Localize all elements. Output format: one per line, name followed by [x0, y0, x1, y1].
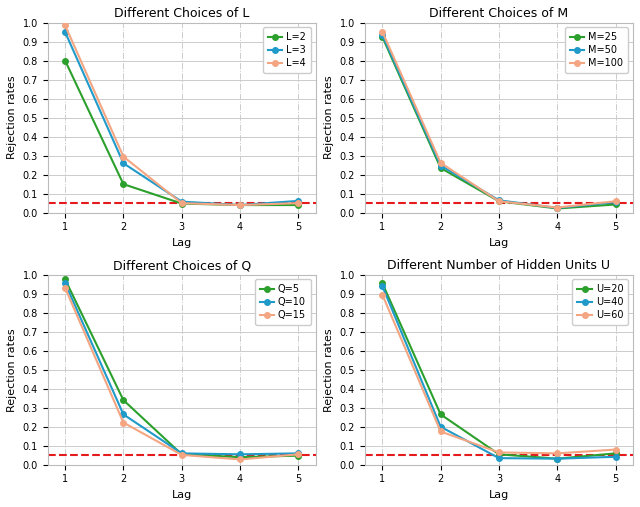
Line: L=3: L=3	[62, 29, 301, 208]
Y-axis label: Rejection rates: Rejection rates	[7, 328, 17, 412]
Q=5	[120, 397, 127, 403]
U=20	[612, 450, 620, 456]
M=50	[436, 162, 444, 168]
L=4	[61, 22, 69, 28]
Q=10	[294, 450, 302, 456]
U=20	[495, 451, 503, 457]
Title: Different Choices of Q: Different Choices of Q	[113, 259, 251, 272]
Title: Different Choices of L: Different Choices of L	[114, 7, 250, 20]
L=2	[178, 200, 186, 206]
Q=5	[236, 454, 244, 460]
U=40	[495, 455, 503, 461]
M=100	[554, 204, 561, 210]
U=40	[436, 424, 444, 430]
Line: M=25: M=25	[380, 34, 618, 211]
M=25	[495, 198, 503, 204]
M=100	[378, 28, 386, 34]
Y-axis label: Rejection rates: Rejection rates	[324, 328, 334, 412]
Q=15	[236, 456, 244, 462]
X-axis label: Lag: Lag	[489, 490, 509, 500]
M=25	[612, 201, 620, 207]
Y-axis label: Rejection rates: Rejection rates	[324, 76, 334, 159]
M=50	[378, 32, 386, 38]
U=60	[554, 450, 561, 456]
Q=10	[120, 411, 127, 417]
M=25	[378, 34, 386, 40]
Legend: U=20, U=40, U=60: U=20, U=40, U=60	[572, 279, 628, 325]
Line: L=4: L=4	[62, 23, 301, 208]
L=3	[61, 29, 69, 35]
Legend: Q=5, Q=10, Q=15: Q=5, Q=10, Q=15	[255, 279, 311, 325]
X-axis label: Lag: Lag	[489, 238, 509, 248]
Title: Different Number of Hidden Units U: Different Number of Hidden Units U	[387, 259, 611, 272]
U=40	[612, 454, 620, 460]
Y-axis label: Rejection rates: Rejection rates	[7, 76, 17, 159]
Q=10	[178, 450, 186, 456]
M=100	[436, 160, 444, 166]
U=60	[436, 428, 444, 434]
M=50	[495, 197, 503, 203]
Q=5	[178, 451, 186, 457]
Q=15	[294, 451, 302, 457]
M=25	[436, 165, 444, 171]
Line: M=50: M=50	[380, 32, 618, 211]
L=4	[178, 200, 186, 206]
X-axis label: Lag: Lag	[172, 490, 192, 500]
L=3	[178, 199, 186, 205]
Legend: L=2, L=3, L=4: L=2, L=3, L=4	[263, 27, 311, 73]
Line: Q=15: Q=15	[62, 285, 301, 462]
Legend: M=25, M=50, M=100: M=25, M=50, M=100	[565, 27, 628, 73]
L=4	[294, 200, 302, 206]
Line: U=20: U=20	[380, 280, 618, 461]
L=3	[120, 160, 127, 166]
L=3	[236, 202, 244, 208]
Q=5	[61, 276, 69, 282]
Q=15	[61, 285, 69, 291]
M=100	[612, 198, 620, 204]
Line: Q=5: Q=5	[62, 277, 301, 460]
L=2	[236, 202, 244, 208]
Q=10	[61, 280, 69, 286]
L=2	[61, 57, 69, 63]
U=20	[554, 456, 561, 462]
Q=15	[178, 452, 186, 458]
L=2	[294, 202, 302, 208]
Line: M=100: M=100	[380, 29, 618, 210]
Line: U=60: U=60	[380, 292, 618, 456]
Q=10	[236, 451, 244, 457]
X-axis label: Lag: Lag	[172, 238, 192, 248]
Q=5	[294, 453, 302, 459]
Title: Different Choices of M: Different Choices of M	[429, 7, 568, 20]
Q=15	[120, 419, 127, 425]
U=60	[495, 449, 503, 455]
L=2	[120, 181, 127, 187]
Line: L=2: L=2	[62, 58, 301, 208]
U=20	[436, 411, 444, 417]
L=3	[294, 198, 302, 204]
M=50	[554, 205, 561, 211]
U=20	[378, 280, 386, 286]
M=100	[495, 198, 503, 204]
Line: Q=10: Q=10	[62, 280, 301, 457]
L=4	[236, 202, 244, 208]
U=60	[612, 447, 620, 453]
U=40	[554, 456, 561, 462]
Line: U=40: U=40	[380, 283, 618, 461]
M=25	[554, 205, 561, 211]
M=50	[612, 199, 620, 205]
U=60	[378, 292, 386, 298]
U=40	[378, 283, 386, 289]
L=4	[120, 154, 127, 160]
